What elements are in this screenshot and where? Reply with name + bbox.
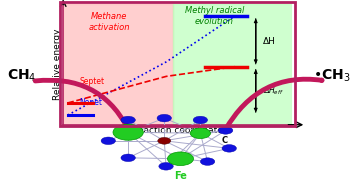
Circle shape bbox=[193, 116, 208, 124]
Text: Fe: Fe bbox=[174, 171, 187, 181]
Text: CH$_4$: CH$_4$ bbox=[7, 67, 37, 84]
Text: Septet: Septet bbox=[79, 77, 104, 86]
Circle shape bbox=[168, 152, 193, 166]
Circle shape bbox=[158, 137, 171, 144]
Circle shape bbox=[200, 158, 215, 165]
Circle shape bbox=[121, 116, 135, 124]
Circle shape bbox=[101, 137, 116, 145]
Text: C: C bbox=[222, 136, 228, 145]
Circle shape bbox=[121, 154, 135, 162]
Text: Methane
activation: Methane activation bbox=[88, 12, 130, 32]
Circle shape bbox=[157, 114, 171, 122]
Circle shape bbox=[218, 127, 233, 134]
Text: Nonet: Nonet bbox=[79, 98, 102, 107]
Circle shape bbox=[190, 128, 210, 139]
X-axis label: Reaction coordinate: Reaction coordinate bbox=[132, 126, 223, 135]
Bar bbox=[173, 4, 292, 125]
Circle shape bbox=[222, 145, 236, 152]
Circle shape bbox=[159, 163, 173, 170]
Text: ΔH: ΔH bbox=[262, 37, 275, 46]
Circle shape bbox=[113, 124, 143, 140]
Bar bbox=[63, 4, 173, 125]
Text: •CH$_3$: •CH$_3$ bbox=[313, 67, 350, 84]
Text: $\Delta H_{eff}$: $\Delta H_{eff}$ bbox=[262, 85, 283, 97]
Text: Methyl radical
evolution: Methyl radical evolution bbox=[185, 6, 244, 26]
Y-axis label: Relative energy: Relative energy bbox=[53, 29, 62, 100]
